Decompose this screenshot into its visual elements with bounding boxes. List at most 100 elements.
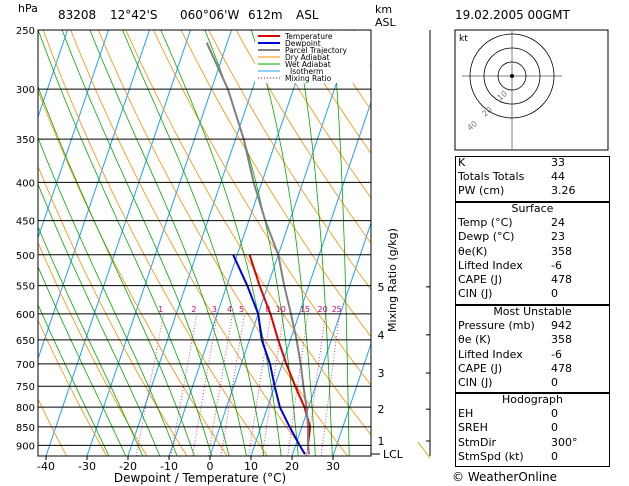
index-value: 44 [551, 170, 565, 184]
wet-adiabat-line [122, 30, 265, 456]
hodograph-table: Hodograph EH 0 SREH 0 StmDir 300° StmSpd (k… [455, 393, 610, 464]
index-label: CIN (J) [458, 287, 493, 301]
km-asl-label: ASL [375, 16, 396, 29]
isotherm-line [86, 30, 232, 456]
wet-adiabat-line [204, 30, 299, 456]
index-value: 33 [551, 156, 565, 169]
index-row: Temp (°C) 24 [455, 216, 610, 230]
index-row: θe (K) 358 [455, 333, 610, 347]
pressure-tick-label: 450 [16, 217, 35, 228]
station-elev-ref: ASL [296, 8, 319, 22]
isotherm-line [332, 342, 371, 456]
isotherm-line [38, 30, 150, 361]
index-row: Pressure (mb) 942 [455, 319, 610, 333]
index-label: EH [458, 407, 474, 421]
index-label: Lifted Index [458, 347, 523, 361]
station-lon: 060°06'W [180, 8, 240, 22]
pressure-tick-label: 550 [16, 282, 35, 293]
dry-adiabat-line [290, 30, 371, 155]
wet-adiabat-line [89, 30, 247, 456]
surface-title: Surface [511, 202, 554, 215]
mixing-ratio-label: 25 [332, 305, 342, 314]
wet-adiabat-line [38, 85, 195, 456]
index-value: 0 [551, 407, 558, 421]
mixing-ratio-line [208, 313, 233, 456]
wet-adiabat-line [250, 30, 316, 456]
isotherm-line [45, 30, 191, 456]
dry-adiabat-line [153, 30, 371, 386]
wet-adiabat-line [38, 183, 161, 456]
mixing-ratio-label: 5 [239, 305, 244, 314]
pressure-tick-label: 500 [16, 251, 35, 262]
wet-adiabat-line [160, 30, 282, 456]
index-value: 942 [551, 319, 572, 333]
index-label: θe(K) [458, 244, 488, 258]
mixing-ratio-line [220, 313, 245, 456]
index-label: K [458, 156, 466, 169]
dry-adiabat-line [263, 30, 371, 199]
mixing-ratio-label: 4 [227, 305, 232, 314]
isotherm-line [209, 30, 355, 456]
index-row: Totals Totals 44 [455, 170, 610, 184]
temp-tick-label: -40 [37, 460, 55, 473]
index-value: 0 [551, 449, 558, 463]
mixing-ratio-label: 2 [191, 305, 196, 314]
km-tick-label: 4 [378, 329, 385, 342]
temperature-profile [248, 254, 312, 455]
isotherm-line [291, 221, 371, 456]
km-tick-label: 5 [378, 281, 385, 294]
index-row: K 33 [455, 156, 610, 170]
mixing-ratio-label: 20 [318, 305, 328, 314]
index-label: Pressure (mb) [458, 319, 535, 333]
pressure-tick-label: 900 [16, 441, 35, 452]
pressure-tick-label: 700 [16, 360, 35, 371]
index-value: 3.26 [551, 184, 576, 198]
wet-adiabat-line [61, 30, 230, 456]
hodograph-point [510, 74, 514, 78]
legend-entry: Mixing Ratio [285, 74, 332, 83]
index-row: CAPE (J) 478 [455, 273, 610, 287]
index-value: 24 [551, 216, 565, 230]
dry-adiabat-line [235, 30, 371, 244]
index-label: Temp (°C) [458, 216, 513, 230]
pressure-tick-label: 650 [16, 336, 35, 347]
index-label: Dewp (°C) [458, 230, 515, 244]
pressure-tick-label: 800 [16, 403, 35, 414]
temp-tick-label: 30 [326, 460, 340, 473]
legend-entry: Temperature [284, 32, 333, 41]
station-lat: 12°42'S [110, 8, 158, 22]
temp-tick-label: 10 [244, 460, 258, 473]
temp-tick-label: 20 [285, 460, 299, 473]
index-label: PW (cm) [458, 184, 505, 198]
index-row: θe(K) 358 [455, 245, 610, 259]
pressure-tick-label: 350 [16, 135, 35, 146]
legend-entry: Wet Adiabat [285, 60, 331, 69]
indices-top-box [455, 156, 610, 202]
index-value: 0 [551, 376, 558, 390]
lcl-label: LCL [383, 448, 404, 461]
index-label: StmDir [458, 435, 497, 449]
dewpoint-profile [232, 254, 306, 455]
pressure-tick-label: 600 [16, 310, 35, 321]
hodograph-title: Hodograph [502, 393, 563, 406]
index-label: CIN (J) [458, 376, 493, 390]
index-row: EH 0 [455, 407, 610, 421]
mixing-ratio-line [248, 313, 272, 456]
most-unstable-table: Most Unstable Pressure (mb) 942 θe (K) 358… [455, 305, 610, 390]
index-label: Totals Totals [458, 170, 525, 184]
km-tick-label: 3 [378, 367, 385, 380]
parcel-trajectory [205, 42, 310, 455]
mixing-ratio-label: 3 [212, 305, 217, 314]
index-value: 478 [551, 273, 572, 287]
dry-adiabat-line [38, 89, 228, 456]
km-tick-label: 1 [378, 435, 385, 448]
surface-box [455, 202, 610, 305]
dry-adiabat-line [70, 30, 308, 456]
index-value: 358 [551, 244, 572, 258]
index-label: Lifted Index [458, 258, 523, 272]
isotherm-line [38, 30, 109, 240]
index-row: Lifted Index -6 [455, 348, 610, 362]
mixing-ratio-line [320, 313, 341, 456]
mixing-ratio-line [306, 313, 326, 456]
